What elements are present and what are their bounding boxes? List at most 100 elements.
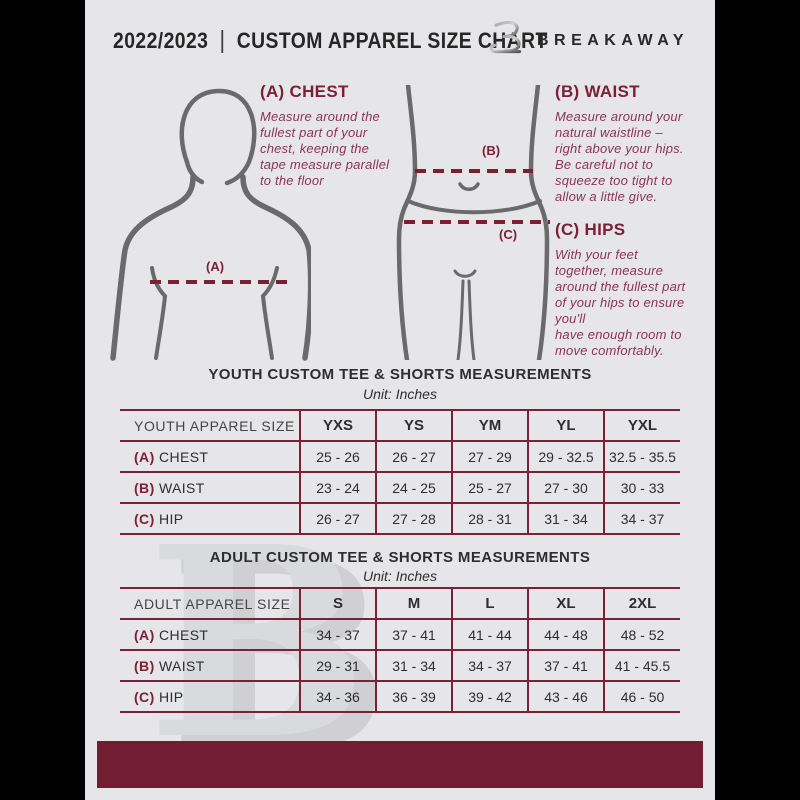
- youth-table-unit: Unit: Inches: [363, 386, 437, 402]
- cell: 46 - 50: [603, 680, 680, 713]
- cell: 29 - 31: [299, 649, 376, 681]
- cell: 34 - 37: [299, 618, 376, 650]
- adult-size-table: ADULT APPAREL SIZE S M L XL 2XL (A) CHES…: [120, 587, 680, 713]
- row-label: (C) HIP: [120, 680, 300, 713]
- cell: 26 - 27: [375, 440, 452, 472]
- hip-line-label: (C): [499, 227, 518, 242]
- brand-name: BREAKAWAY: [536, 32, 689, 49]
- cell: 34 - 36: [299, 680, 376, 713]
- cell: 34 - 37: [603, 502, 680, 535]
- row-measure: WAIST: [158, 657, 205, 674]
- waist-guide-heading: (B) WAIST: [555, 82, 640, 101]
- column-header: YXS: [299, 409, 376, 441]
- row-prefix: (B): [134, 657, 155, 674]
- row-label: (B) WAIST: [120, 649, 300, 681]
- youth-table-title: YOUTH CUSTOM TEE & SHORTS MEASUREMENTS: [208, 366, 592, 383]
- column-header: XL: [527, 587, 604, 619]
- chest-line-label: (A): [206, 259, 225, 274]
- table-header-row: YOUTH APPAREL SIZE YXS YS YM YL YXL: [120, 409, 680, 441]
- row-measure: HIP: [158, 510, 184, 527]
- cell: 31 - 34: [375, 649, 452, 681]
- cell: 27 - 30: [527, 471, 604, 503]
- cell: 39 - 42: [451, 680, 528, 713]
- brand-group: BREAKAWAY: [486, 15, 689, 59]
- table-row: (A) CHEST 25 - 26 26 - 27 27 - 29 29 - 3…: [120, 440, 680, 472]
- cell: 28 - 31: [451, 502, 528, 535]
- hips-guide-heading: (C) HIPS: [555, 220, 626, 239]
- row-prefix: (C): [134, 510, 155, 527]
- table-row: (C) HIP 34 - 36 36 - 39 39 - 42 43 - 46 …: [120, 680, 680, 713]
- breakaway-b-logo-icon: [489, 20, 522, 54]
- cell: 27 - 28: [375, 502, 452, 535]
- cell: 24 - 25: [375, 471, 452, 503]
- cell: 43 - 46: [527, 680, 604, 713]
- column-header: YL: [527, 409, 604, 441]
- table-row: (C) HIP 26 - 27 27 - 28 28 - 31 31 - 34 …: [120, 502, 680, 535]
- cell: 37 - 41: [527, 649, 604, 681]
- column-header: M: [375, 587, 452, 619]
- hips-guide-body: With your feet together, measure around …: [555, 247, 686, 358]
- cell: 41 - 44: [451, 618, 528, 650]
- column-header: YM: [451, 409, 528, 441]
- waist-measure-line: [415, 169, 533, 173]
- row-measure: CHEST: [158, 626, 209, 643]
- table-row: (A) CHEST 34 - 37 37 - 41 41 - 44 44 - 4…: [120, 618, 680, 650]
- cell: 27 - 29: [451, 440, 528, 472]
- row-label: (B) WAIST: [120, 471, 300, 503]
- chest-guide-body: Measure around the fullest part of your …: [260, 109, 390, 188]
- cell: 25 - 27: [451, 471, 528, 503]
- row-measure: HIP: [158, 688, 184, 705]
- cell: 26 - 27: [299, 502, 376, 535]
- season-label: 2022/2023: [113, 28, 209, 53]
- hip-measure-line: [404, 220, 550, 224]
- adult-table-title: ADULT CUSTOM TEE & SHORTS MEASUREMENTS: [209, 549, 591, 566]
- cell: 37 - 41: [375, 618, 452, 650]
- page-title: CUSTOM APPAREL SIZE CHART: [236, 28, 548, 53]
- chest-measure-line: [150, 280, 287, 284]
- cell: 25 - 26: [299, 440, 376, 472]
- cell: 34 - 37: [451, 649, 528, 681]
- cell: 30 - 33: [603, 471, 680, 503]
- chest-guide-section: (A) CHEST Measure around the fullest par…: [260, 82, 420, 189]
- footer-bar: [97, 741, 703, 788]
- size-chart-page: B 2022/2023 | CUSTOM APPAREL SIZE CHART: [85, 0, 715, 800]
- column-header: YS: [375, 409, 452, 441]
- row-label: (A) CHEST: [120, 618, 300, 650]
- column-header: 2XL: [603, 587, 680, 619]
- page-header: 2022/2023 | CUSTOM APPAREL SIZE CHART: [113, 24, 548, 58]
- cell: 31 - 34: [527, 502, 604, 535]
- upper-body-diagram: [110, 88, 311, 361]
- column-header: YXL: [603, 409, 680, 441]
- chest-guide-heading: (A) CHEST: [260, 82, 349, 101]
- cell: 41 - 45.5: [603, 649, 680, 681]
- table-row: (B) WAIST 23 - 24 24 - 25 25 - 27 27 - 3…: [120, 471, 680, 503]
- cell: 29 - 32.5: [527, 440, 604, 472]
- row-prefix: (B): [134, 479, 155, 496]
- size-column-label: YOUTH APPAREL SIZE: [120, 409, 300, 441]
- column-header: L: [451, 587, 528, 619]
- table-row: (B) WAIST 29 - 31 31 - 34 34 - 37 37 - 4…: [120, 649, 680, 681]
- title-separator: |: [219, 25, 226, 54]
- cell: 23 - 24: [299, 471, 376, 503]
- row-measure: CHEST: [158, 448, 209, 465]
- row-label: (C) HIP: [120, 502, 300, 535]
- waist-guide-section: (B) WAIST Measure around your natural wa…: [555, 82, 713, 205]
- column-header: S: [299, 587, 376, 619]
- cell: 36 - 39: [375, 680, 452, 713]
- cell: 32.5 - 35.5: [603, 440, 680, 472]
- waist-hip-diagram: [396, 85, 550, 360]
- row-prefix: (A): [134, 626, 155, 643]
- row-measure: WAIST: [158, 479, 205, 496]
- adult-table-unit: Unit: Inches: [363, 568, 437, 584]
- cell: 48 - 52: [603, 618, 680, 650]
- cell: 44 - 48: [527, 618, 604, 650]
- row-prefix: (C): [134, 688, 155, 705]
- waist-guide-body: Measure around your natural waistline – …: [555, 109, 684, 204]
- waist-line-label: (B): [482, 143, 501, 158]
- size-column-label: ADULT APPAREL SIZE: [120, 587, 300, 619]
- hips-guide-section: (C) HIPS With your feet together, measur…: [555, 220, 715, 359]
- row-label: (A) CHEST: [120, 440, 300, 472]
- youth-size-table: YOUTH APPAREL SIZE YXS YS YM YL YXL (A) …: [120, 409, 680, 535]
- row-prefix: (A): [134, 448, 155, 465]
